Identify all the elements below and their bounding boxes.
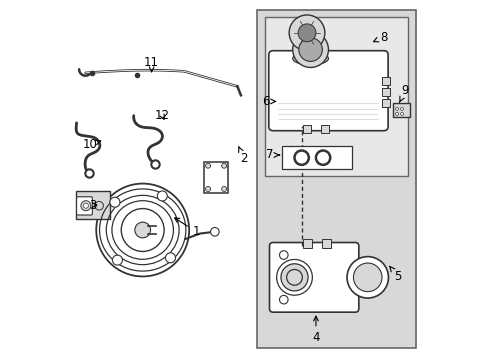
Circle shape [298, 24, 315, 42]
Circle shape [96, 184, 189, 276]
FancyBboxPatch shape [302, 239, 311, 248]
Text: 3: 3 [89, 198, 97, 212]
Text: 11: 11 [144, 55, 159, 72]
FancyBboxPatch shape [322, 239, 331, 248]
Circle shape [110, 197, 120, 207]
Circle shape [279, 251, 287, 259]
Circle shape [205, 186, 210, 192]
FancyBboxPatch shape [381, 99, 389, 107]
FancyBboxPatch shape [321, 125, 328, 133]
FancyBboxPatch shape [282, 146, 351, 169]
FancyBboxPatch shape [264, 18, 407, 176]
Text: 8: 8 [373, 31, 386, 44]
Circle shape [135, 222, 150, 238]
Text: 10: 10 [82, 138, 101, 151]
Circle shape [121, 208, 164, 251]
Circle shape [221, 163, 226, 168]
FancyBboxPatch shape [303, 125, 311, 133]
Circle shape [298, 38, 322, 62]
Text: 7: 7 [266, 148, 279, 162]
Circle shape [292, 32, 328, 67]
Text: 4: 4 [311, 316, 319, 345]
FancyBboxPatch shape [381, 88, 389, 96]
Circle shape [205, 163, 210, 168]
Circle shape [210, 228, 219, 236]
Circle shape [157, 191, 167, 201]
Circle shape [395, 112, 398, 115]
FancyBboxPatch shape [76, 191, 110, 219]
Circle shape [279, 296, 287, 304]
Circle shape [288, 15, 324, 51]
FancyBboxPatch shape [392, 103, 409, 117]
FancyBboxPatch shape [381, 77, 389, 85]
Circle shape [83, 203, 88, 208]
Circle shape [165, 253, 175, 263]
Text: 5: 5 [389, 266, 401, 283]
Circle shape [353, 263, 381, 292]
Text: 12: 12 [155, 109, 169, 122]
FancyBboxPatch shape [268, 51, 387, 131]
Circle shape [400, 112, 403, 115]
Text: 2: 2 [238, 147, 247, 165]
Ellipse shape [292, 52, 328, 65]
Circle shape [395, 108, 398, 111]
Circle shape [281, 264, 307, 291]
FancyBboxPatch shape [204, 162, 227, 193]
Circle shape [112, 255, 122, 265]
Text: 6: 6 [262, 95, 275, 108]
Circle shape [346, 257, 387, 298]
Circle shape [221, 186, 226, 192]
Circle shape [81, 201, 91, 211]
FancyBboxPatch shape [269, 243, 358, 312]
Text: 1: 1 [174, 218, 200, 238]
Circle shape [95, 202, 103, 210]
Circle shape [400, 108, 403, 111]
FancyBboxPatch shape [257, 10, 415, 348]
FancyBboxPatch shape [77, 197, 92, 215]
Text: 9: 9 [399, 84, 408, 103]
